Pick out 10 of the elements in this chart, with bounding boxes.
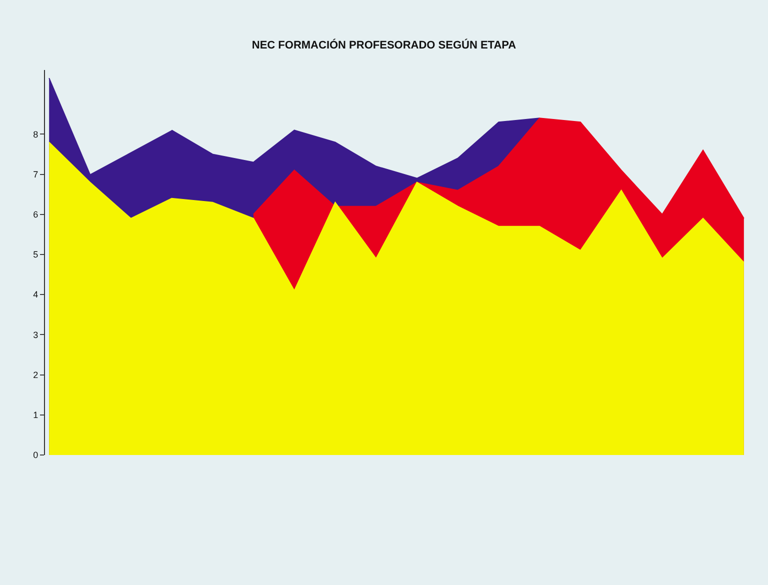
y-tick-label: 8 — [33, 129, 38, 140]
y-tick-label: 1 — [33, 410, 38, 420]
y-tick-label: 4 — [33, 290, 38, 300]
y-tick-label: 6 — [33, 210, 38, 220]
chart-title: NEC FORMACIÓN PROFESORADO SEGÚN ETAPA — [252, 38, 516, 52]
y-tick-label: 5 — [33, 250, 38, 260]
y-tick-label: 2 — [33, 370, 38, 380]
y-tick-label: 3 — [33, 330, 38, 340]
y-tick-label: 7 — [33, 169, 38, 180]
y-tick-label: 0 — [33, 450, 38, 460]
